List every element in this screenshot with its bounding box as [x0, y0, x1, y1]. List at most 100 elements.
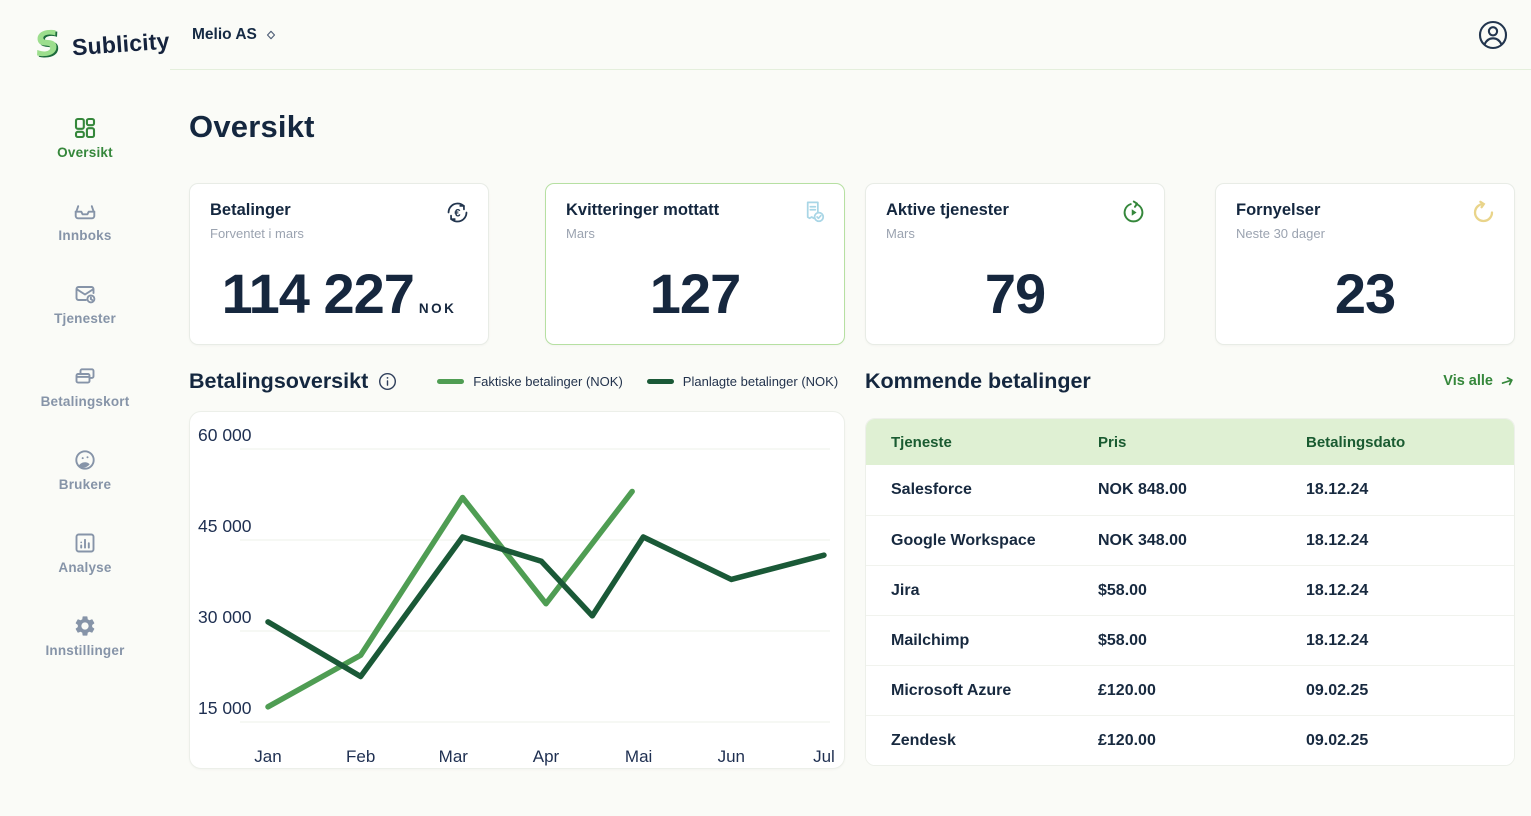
date-cell: 18.12.24	[1306, 631, 1369, 649]
table-section-title: Kommende betalinger	[865, 368, 1091, 393]
table-row[interactable]: Mailchimp $58.00 18.12.24	[866, 615, 1514, 665]
main-content: Oversikt Betalinger Forventet i mars €114 …	[189, 70, 1515, 769]
view-all-label: Vis alle	[1443, 373, 1493, 389]
play-cycle-icon	[1120, 199, 1147, 226]
view-all-link[interactable]: Vis alle	[1443, 373, 1515, 389]
price-cell: NOK 848.00	[1098, 481, 1187, 498]
sidebar-item-analyse[interactable]: Analyse	[58, 531, 111, 575]
table-row[interactable]: Google Workspace NOK 348.00 18.12.24	[866, 515, 1514, 565]
sidebar-item-label: Tjenester	[54, 311, 116, 326]
stat-card-value: 127	[649, 262, 741, 325]
column-header-price: Pris	[1098, 433, 1127, 451]
org-name: Melio AS	[192, 26, 257, 43]
stat-cards-left: Betalinger Forventet i mars €114 227 NOK Kvi…	[189, 183, 845, 345]
legend-swatch	[646, 378, 674, 384]
sidebar-item-label: Oversikt	[57, 145, 113, 160]
info-icon[interactable]	[378, 372, 397, 391]
legend-label: Planlagte betalinger (NOK)	[682, 373, 839, 389]
org-switcher[interactable]: Melio AS	[192, 26, 276, 44]
column-header-date: Betalingsdato	[1306, 433, 1406, 451]
service-cell: Zendesk	[891, 731, 956, 749]
header-divider	[170, 69, 1531, 70]
stat-card-subtitle: Neste 30 dager	[1236, 226, 1325, 241]
sidebar-item-label: Innboks	[58, 228, 112, 243]
legend-label: Faktiske betalinger (NOK)	[473, 373, 623, 389]
stat-card-title: Aktive tjenester	[886, 201, 1009, 219]
date-cell: 18.12.24	[1306, 581, 1369, 599]
y-axis-label: 30 000	[198, 607, 252, 627]
price-cell: NOK 348.00	[1098, 531, 1187, 549]
settings-icon	[73, 614, 97, 638]
users-icon	[73, 448, 97, 472]
sidebar-item-label: Analyse	[58, 560, 112, 575]
stat-card-value-row: 23	[1236, 261, 1494, 326]
stat-card-value: 114 227	[221, 262, 415, 325]
upcoming-payments-table: Tjeneste Pris Betalingsdato Salesforce NO…	[865, 418, 1515, 766]
date-cell: 18.12.24	[1306, 531, 1369, 549]
stat-card-4[interactable]: Fornyelser Neste 30 dager 23	[1215, 183, 1515, 345]
x-axis-label: Feb	[346, 747, 375, 766]
sidebar-item-innstillinger[interactable]: Innstillinger	[45, 614, 124, 658]
service-cell: Google Workspace	[891, 531, 1036, 549]
renew-icon	[1470, 199, 1497, 226]
stat-card-value: 23	[1334, 262, 1396, 325]
svg-text:€: €	[454, 207, 460, 219]
mail-clock-icon	[73, 282, 97, 306]
table-row[interactable]: Zendesk £120.00 09.02.25	[866, 715, 1514, 765]
service-cell: Jira	[891, 581, 920, 599]
stat-card-3[interactable]: Aktive tjenester Mars 79	[865, 183, 1165, 345]
service-cell: Mailchimp	[891, 631, 970, 649]
chart-section-title: Betalingsoversikt	[189, 368, 369, 393]
x-axis-label: Apr	[533, 747, 560, 766]
stat-card-subtitle: Forventet i mars	[210, 226, 304, 241]
payments-chart: 60 000 45 000 30 000 15 000 Jan Feb Mar Apr Mai J…	[198, 425, 835, 766]
chart-line-faktiske	[265, 488, 635, 710]
stat-card-subtitle: Mars	[566, 226, 595, 241]
stat-card-2[interactable]: Kvitteringer mottatt Mars 127	[545, 183, 845, 345]
sidebar-item-oversikt[interactable]: Oversikt	[57, 116, 113, 160]
sidebar-nav: Oversikt Innboks Tjenester Betalingskort Bru…	[0, 70, 170, 658]
analytics-icon	[73, 531, 97, 555]
sidebar-item-label: Brukere	[58, 477, 112, 492]
x-axis-label: Jun	[718, 747, 745, 766]
table-body: Salesforce NOK 848.00 18.12.24 Google Works…	[866, 465, 1514, 765]
legend-item-1: Faktiske betalinger (NOK)	[437, 374, 623, 389]
y-axis-label: 60 000	[198, 425, 252, 445]
payments-chart-card: 60 000 45 000 30 000 15 000 Jan Feb Mar Apr Mai J…	[189, 411, 845, 769]
chart-line-planlagte	[265, 534, 827, 680]
org-switcher-icon	[266, 30, 276, 40]
sidebar-item-label: Innstillinger	[45, 643, 125, 658]
sidebar-item-tjenester[interactable]: Tjenester	[54, 282, 116, 326]
table-row[interactable]: Salesforce NOK 848.00 18.12.24	[866, 465, 1514, 515]
x-axis-label: Mar	[439, 747, 469, 766]
sidebar-item-betalingskort[interactable]: Betalingskort	[41, 365, 130, 409]
sidebar-item-brukere[interactable]: Brukere	[59, 448, 111, 492]
receipt-check-icon	[800, 199, 827, 226]
legend-swatch	[437, 378, 465, 384]
table-header-row: Tjeneste Pris Betalingsdato	[866, 419, 1514, 465]
date-cell: 09.02.25	[1306, 681, 1369, 699]
stat-card-1[interactable]: Betalinger Forventet i mars €114 227 NOK	[189, 183, 489, 345]
price-cell: $58.00	[1098, 631, 1147, 649]
dashboard-icon	[73, 116, 97, 140]
legend-item-2: Planlagte betalinger (NOK)	[646, 373, 839, 389]
arrow-right-icon	[1498, 372, 1517, 391]
x-axis-label: Jan	[254, 747, 281, 766]
user-avatar-icon[interactable]	[1477, 19, 1509, 51]
svg-text:S: S	[34, 24, 63, 66]
sidebar-item-innboks[interactable]: Innboks	[58, 199, 111, 243]
sidebar-item-label: Betalingskort	[40, 394, 130, 409]
column-header-service: Tjeneste	[891, 433, 952, 451]
stat-card-title: Kvitteringer mottatt	[566, 201, 720, 219]
stat-card-value-row: 127	[566, 261, 824, 326]
table-row[interactable]: Microsoft Azure £120.00 09.02.25	[866, 665, 1514, 715]
stat-card-title: Fornyelser	[1236, 201, 1321, 219]
price-cell: £120.00	[1098, 681, 1156, 699]
svg-text:S: S	[32, 23, 61, 65]
table-row[interactable]: Jira $58.00 18.12.24	[866, 565, 1514, 615]
date-cell: 09.02.25	[1306, 731, 1369, 749]
currency-exchange-icon: €	[444, 199, 471, 226]
stat-card-value: 79	[984, 262, 1046, 325]
chart-section-header: Betalingsoversikt Faktiske betalinger (N…	[189, 366, 845, 396]
stat-card-value-row: 79	[886, 261, 1144, 326]
